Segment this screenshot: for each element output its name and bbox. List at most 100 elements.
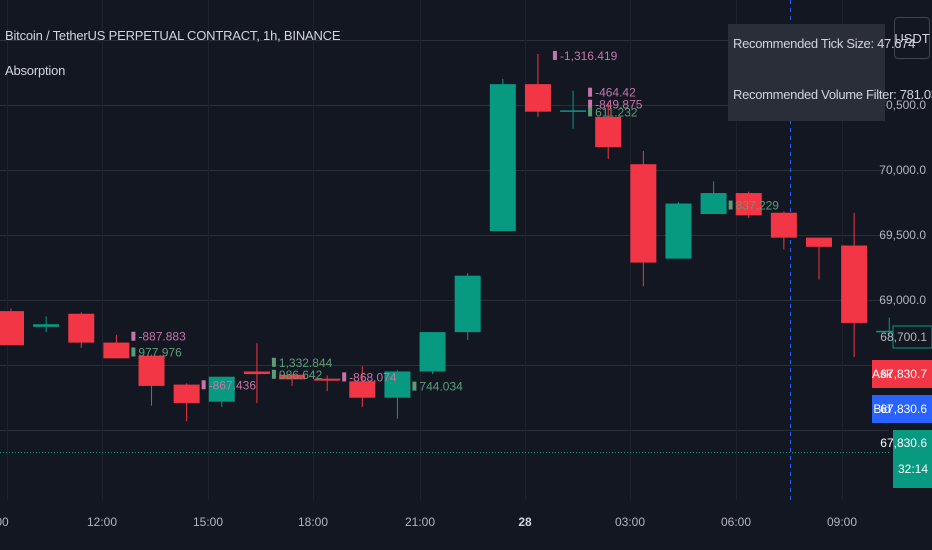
absorption-marker	[342, 372, 347, 382]
indicator-name[interactable]: Absorption	[5, 63, 66, 78]
candle[interactable]	[665, 202, 692, 259]
candle-body[interactable]	[665, 203, 692, 259]
absorption-label-ask: -868.074	[342, 370, 397, 384]
current-price-bg	[893, 430, 932, 488]
candle-body[interactable]	[33, 324, 60, 327]
candle-body[interactable]	[630, 164, 657, 263]
ask-label-bg	[872, 360, 893, 388]
candle[interactable]	[33, 316, 60, 333]
price-tick-label: 69,000.0	[879, 293, 926, 307]
absorption-label-ask: -887.883	[131, 330, 186, 344]
candle-body[interactable]	[841, 245, 868, 323]
absorption-label-bid: 1,332.844	[271, 356, 333, 370]
absorption-label-bid: 986.642	[271, 368, 323, 382]
bid-badge: Bid	[872, 395, 893, 423]
candle[interactable]	[208, 376, 235, 407]
time-tick-label: 09:00	[827, 515, 857, 529]
candle-body[interactable]	[349, 381, 376, 398]
absorption-marker	[271, 369, 276, 379]
candle-body[interactable]	[0, 311, 24, 346]
absorption-marker	[728, 200, 733, 210]
absorption-value: 837.229	[736, 199, 780, 213]
candle[interactable]	[243, 343, 270, 403]
candle[interactable]	[489, 78, 516, 232]
candle[interactable]	[68, 312, 95, 348]
bid-price-badge: 67,830.6	[880, 395, 932, 423]
candle[interactable]	[138, 354, 165, 406]
candle-body[interactable]	[735, 193, 762, 216]
time-tick-label: 18:00	[298, 515, 328, 529]
price-axis-ticks: 70,500.0 70,000.0 69,500.0 69,000.0	[879, 98, 926, 307]
symbol-title[interactable]: Bitcoin / TetherUS PERPETUAL CONTRACT, 1…	[5, 28, 341, 43]
ask-price-badge-text: 67,830.7	[880, 367, 927, 381]
candle[interactable]	[419, 332, 446, 375]
candle[interactable]	[349, 366, 376, 407]
absorption-marker	[131, 347, 136, 357]
current-price-text: 67,830.6	[880, 436, 927, 450]
absorption-value: -887.883	[138, 330, 186, 344]
candle-body[interactable]	[173, 384, 200, 403]
candle-body[interactable]	[314, 378, 341, 381]
candle-body[interactable]	[489, 84, 516, 232]
candle[interactable]	[454, 273, 481, 340]
absorption-value: -868.074	[349, 370, 397, 384]
candle[interactable]	[173, 383, 200, 422]
time-tick-label: 12:00	[87, 515, 117, 529]
candle[interactable]	[560, 90, 587, 129]
candle-body[interactable]	[419, 332, 446, 372]
candle[interactable]	[700, 181, 727, 215]
absorption-marker	[588, 87, 593, 97]
candle[interactable]	[595, 102, 622, 159]
candle-body[interactable]	[805, 237, 832, 247]
candle-body[interactable]	[560, 110, 587, 112]
candle[interactable]	[0, 308, 24, 346]
candle-body[interactable]	[454, 275, 481, 333]
absorption-value: 611.232	[595, 105, 638, 119]
absorption-value: -849.875	[595, 98, 643, 112]
candle[interactable]	[805, 237, 832, 280]
time-tick-label: 00	[0, 515, 9, 529]
candle[interactable]	[770, 211, 797, 250]
currency-button[interactable]: USDT	[894, 17, 930, 59]
candle[interactable]	[524, 53, 551, 117]
candles-layer	[0, 53, 903, 422]
candle[interactable]	[630, 151, 657, 287]
candle-body[interactable]	[208, 376, 235, 402]
candle-body[interactable]	[876, 330, 903, 333]
bid-label-text: Bid	[873, 402, 890, 416]
absorption-value: 977.976	[138, 345, 182, 359]
candle-body[interactable]	[68, 313, 95, 343]
candle-body[interactable]	[700, 193, 727, 215]
candle-body[interactable]	[524, 84, 551, 112]
absorption-value: 986.642	[279, 368, 323, 382]
bid-price-badge-text: 67,830.6	[880, 402, 927, 416]
ask-price-badge: 67,830.7	[880, 360, 932, 388]
candle-body[interactable]	[138, 355, 165, 386]
volume-filter-text: Recommended Volume Filter: 781.036	[733, 87, 932, 102]
candle-body[interactable]	[243, 371, 270, 375]
absorption-label-bid: 744.034	[412, 380, 463, 394]
absorption-marker	[552, 50, 557, 60]
candle-body[interactable]	[595, 116, 622, 148]
candle-body[interactable]	[770, 212, 797, 238]
candle[interactable]	[384, 370, 411, 419]
candle-body[interactable]	[384, 371, 411, 398]
candle[interactable]	[314, 375, 341, 392]
last-price-bg	[892, 325, 932, 349]
candle-body[interactable]	[103, 342, 130, 359]
candle[interactable]	[279, 374, 306, 386]
absorption-marker	[131, 331, 136, 341]
candle[interactable]	[841, 212, 868, 358]
absorption-marker	[588, 107, 593, 117]
countdown-text: 32:14	[898, 462, 928, 476]
absorption-value: 1,332.844	[279, 356, 333, 370]
absorption-value: 744.034	[419, 380, 463, 394]
absorption-label-ask: -1,316.419	[552, 49, 618, 63]
candle[interactable]	[103, 334, 130, 359]
candle-body[interactable]	[279, 374, 306, 380]
price-tick-label: 69,500.0	[879, 228, 926, 242]
candle[interactable]	[876, 317, 903, 338]
candle[interactable]	[735, 191, 762, 218]
